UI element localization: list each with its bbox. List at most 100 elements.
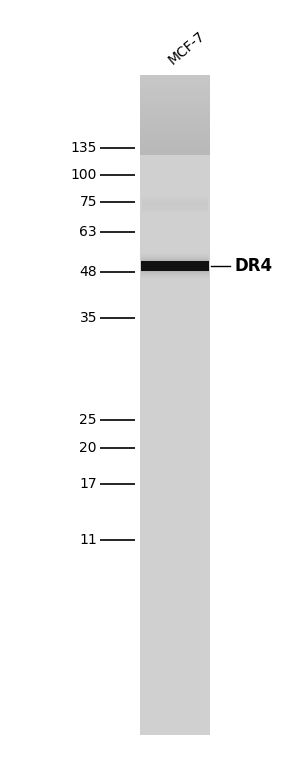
Bar bbox=[140, 137, 210, 138]
Bar bbox=[141, 261, 209, 271]
Bar bbox=[140, 95, 210, 96]
Bar bbox=[140, 107, 210, 108]
Bar bbox=[142, 199, 208, 200]
Bar bbox=[140, 127, 210, 128]
Bar bbox=[140, 125, 210, 126]
Bar bbox=[140, 124, 210, 125]
Text: 135: 135 bbox=[71, 141, 97, 155]
Bar bbox=[140, 145, 210, 146]
Bar bbox=[140, 117, 210, 118]
Bar bbox=[140, 144, 210, 145]
Text: 63: 63 bbox=[79, 225, 97, 239]
Bar bbox=[140, 131, 210, 132]
Bar bbox=[140, 136, 210, 137]
Bar bbox=[140, 109, 210, 110]
Bar bbox=[140, 139, 210, 140]
Bar bbox=[140, 120, 210, 121]
Bar bbox=[142, 211, 208, 212]
Bar bbox=[140, 122, 210, 123]
Text: 35: 35 bbox=[79, 311, 97, 325]
Text: 48: 48 bbox=[79, 265, 97, 279]
Bar bbox=[142, 196, 208, 197]
Bar bbox=[140, 138, 210, 139]
Text: MCF-7: MCF-7 bbox=[166, 28, 208, 67]
Bar bbox=[140, 121, 210, 122]
Bar bbox=[140, 149, 210, 150]
Bar bbox=[140, 113, 210, 114]
Bar bbox=[141, 254, 209, 278]
Text: 100: 100 bbox=[71, 168, 97, 182]
Bar bbox=[140, 147, 210, 148]
Bar bbox=[140, 116, 210, 117]
Bar bbox=[140, 86, 210, 87]
Bar bbox=[140, 92, 210, 93]
Bar bbox=[140, 75, 210, 735]
Bar bbox=[140, 105, 210, 106]
Bar bbox=[140, 87, 210, 88]
Bar bbox=[140, 85, 210, 86]
Bar bbox=[140, 102, 210, 103]
Bar bbox=[142, 210, 208, 211]
Bar bbox=[142, 195, 208, 196]
Bar bbox=[141, 257, 209, 275]
Bar bbox=[140, 119, 210, 120]
Bar bbox=[140, 100, 210, 101]
Bar bbox=[140, 128, 210, 129]
Bar bbox=[140, 132, 210, 133]
Bar bbox=[140, 108, 210, 109]
Bar bbox=[140, 91, 210, 92]
Bar bbox=[140, 80, 210, 81]
Bar bbox=[142, 204, 208, 205]
Bar bbox=[142, 209, 208, 210]
Bar bbox=[142, 208, 208, 209]
Bar bbox=[142, 203, 208, 204]
Bar bbox=[140, 152, 210, 153]
Bar bbox=[141, 256, 209, 276]
Text: 20: 20 bbox=[79, 441, 97, 455]
Bar bbox=[140, 98, 210, 99]
Bar bbox=[140, 114, 210, 115]
Bar bbox=[140, 94, 210, 95]
Bar bbox=[140, 77, 210, 78]
Bar bbox=[140, 123, 210, 124]
Text: 11: 11 bbox=[79, 533, 97, 547]
Bar bbox=[142, 201, 208, 202]
Bar bbox=[140, 126, 210, 127]
Bar bbox=[140, 103, 210, 104]
Bar bbox=[141, 253, 209, 279]
Bar bbox=[140, 146, 210, 147]
Bar bbox=[140, 89, 210, 90]
Bar bbox=[140, 112, 210, 113]
Text: 25: 25 bbox=[79, 413, 97, 427]
Bar bbox=[140, 88, 210, 89]
Bar bbox=[141, 260, 209, 272]
Bar bbox=[140, 90, 210, 91]
Bar bbox=[140, 75, 210, 76]
Bar bbox=[140, 140, 210, 141]
Bar bbox=[140, 83, 210, 84]
Bar bbox=[140, 150, 210, 151]
Bar bbox=[140, 111, 210, 112]
Bar bbox=[140, 130, 210, 131]
Bar bbox=[142, 206, 208, 207]
Bar bbox=[141, 258, 209, 274]
Bar bbox=[140, 143, 210, 144]
Bar bbox=[142, 200, 208, 201]
Text: 75: 75 bbox=[79, 195, 97, 209]
Bar bbox=[140, 133, 210, 134]
Bar bbox=[140, 101, 210, 102]
Bar bbox=[140, 134, 210, 135]
Bar bbox=[140, 81, 210, 82]
Bar bbox=[140, 129, 210, 130]
Bar bbox=[140, 148, 210, 149]
Bar bbox=[140, 141, 210, 142]
Bar bbox=[140, 115, 210, 116]
Bar bbox=[140, 84, 210, 85]
Bar bbox=[140, 153, 210, 154]
Text: DR4: DR4 bbox=[235, 257, 273, 275]
Bar bbox=[142, 202, 208, 203]
Bar bbox=[142, 197, 208, 198]
Bar bbox=[140, 78, 210, 79]
Bar bbox=[140, 135, 210, 136]
Bar bbox=[140, 154, 210, 155]
